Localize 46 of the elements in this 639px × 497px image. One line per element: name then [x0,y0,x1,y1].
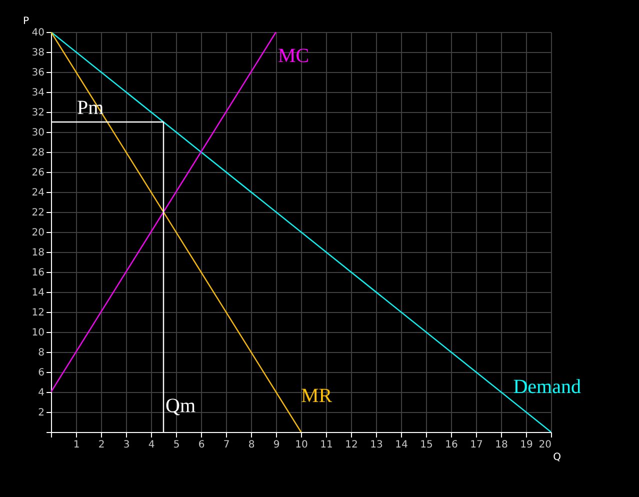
x-tick-label: 8 [248,440,255,450]
x-tick-label: 11 [320,440,333,450]
x-tick-label: 4 [148,440,155,450]
y-tick-label: 14 [32,288,44,298]
x-tick-label: 18 [495,440,508,450]
x-tick-label: 3 [123,440,130,450]
y-tick-label: 30 [32,128,44,138]
y-tick-label: 18 [32,248,44,258]
x-axis-title: Q [553,452,562,463]
annotation: Qm [166,395,196,417]
y-tick-label: 32 [32,108,44,118]
x-tick-label: 16 [445,440,458,450]
y-tick-label: 26 [32,168,44,178]
y-tick-label: 2 [38,408,44,418]
y-tick-label: 28 [32,148,44,158]
y-tick-label: 40 [32,28,44,38]
x-tick-label: 7 [223,440,230,450]
x-tick-label: 10 [295,440,308,450]
x-tick-label: 14 [395,440,408,450]
y-tick-label: 8 [38,348,44,358]
x-tick-label: 2 [98,440,105,450]
y-tick-label: 34 [32,88,44,98]
series-label: Demand [513,376,581,398]
y-tick-label: 6 [38,368,44,378]
x-tick-label: 5 [173,440,180,450]
y-axis-title: P [22,16,29,27]
y-tick-label: 24 [32,188,44,198]
x-tick-label: 1 [73,440,80,450]
x-tick-label: 17 [470,440,483,450]
y-tick-label: 36 [32,68,44,78]
y-tick-label: 22 [32,208,44,218]
x-tick-label: 6 [198,440,205,450]
x-tick-label: 19 [520,440,533,450]
y-tick-label: 20 [32,228,44,238]
y-tick-label: 16 [32,268,44,278]
x-tick-label: 20 [538,440,552,450]
series-label: MC [278,45,310,67]
series-label: MR [301,385,333,407]
x-tick-label: 9 [273,440,280,450]
x-tick-label: 15 [420,440,433,450]
y-tick-label: 10 [32,328,44,338]
x-tick-label: 13 [370,440,383,450]
y-tick-label: 38 [32,48,44,58]
x-tick-label: 12 [345,440,358,450]
y-tick-label: 4 [38,388,44,398]
y-tick-label: 12 [32,308,44,318]
